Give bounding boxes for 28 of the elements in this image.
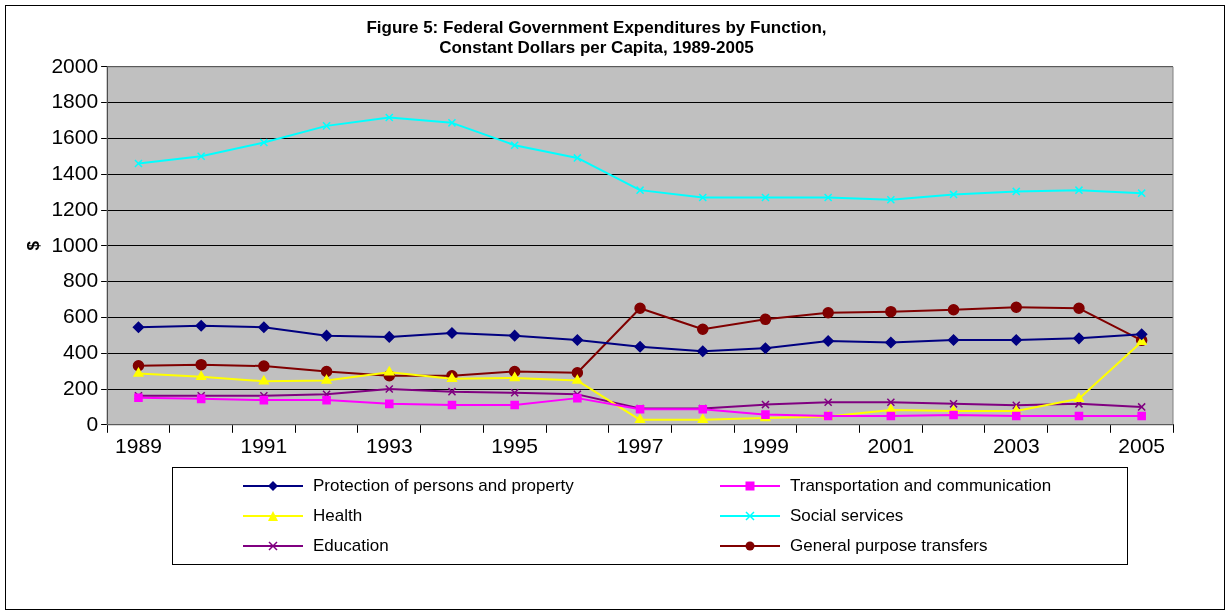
x-tick-label: 2001 bbox=[867, 434, 915, 458]
y-tick-label: 1600 bbox=[51, 125, 99, 149]
legend-label: Health bbox=[313, 506, 363, 526]
x-tick-label: 1989 bbox=[115, 434, 162, 458]
chart-title: Figure 5: Federal Government Expenditures by Function, Constant Dollars per Capita, 1989-2005 bbox=[366, 17, 827, 58]
x-tick-label: 1993 bbox=[365, 434, 413, 458]
y-tick-label: 1400 bbox=[51, 161, 99, 184]
x-tick-label: 1991 bbox=[240, 434, 288, 458]
legend-label: Transportation and communication bbox=[790, 476, 1052, 496]
legend-label: General purpose transfers bbox=[790, 536, 988, 556]
legend-label: Social services bbox=[790, 506, 904, 526]
y-tick-label: 0 bbox=[86, 411, 99, 435]
y-tick-label: 400 bbox=[63, 340, 99, 363]
y-tick-label: 1000 bbox=[51, 232, 99, 256]
x-tick-label: 1995 bbox=[491, 434, 539, 458]
y-tick-label: 1200 bbox=[51, 196, 99, 220]
legend-label: Protection of persons and property bbox=[313, 476, 574, 496]
x-tick-label: 1999 bbox=[742, 434, 789, 458]
y-tick-label: 200 bbox=[63, 375, 99, 399]
y-tick-label: 600 bbox=[63, 304, 99, 328]
y-tick-label: 2000 bbox=[51, 53, 99, 77]
y-axis-title: $ bbox=[23, 240, 43, 251]
y-tick-label: 800 bbox=[63, 268, 99, 292]
x-tick-label: 2005 bbox=[1118, 434, 1166, 458]
x-tick-label: 2003 bbox=[992, 434, 1040, 458]
y-tick-label: 1800 bbox=[51, 89, 99, 113]
legend-label: Education bbox=[313, 536, 389, 556]
x-tick-label: 1997 bbox=[616, 434, 664, 458]
